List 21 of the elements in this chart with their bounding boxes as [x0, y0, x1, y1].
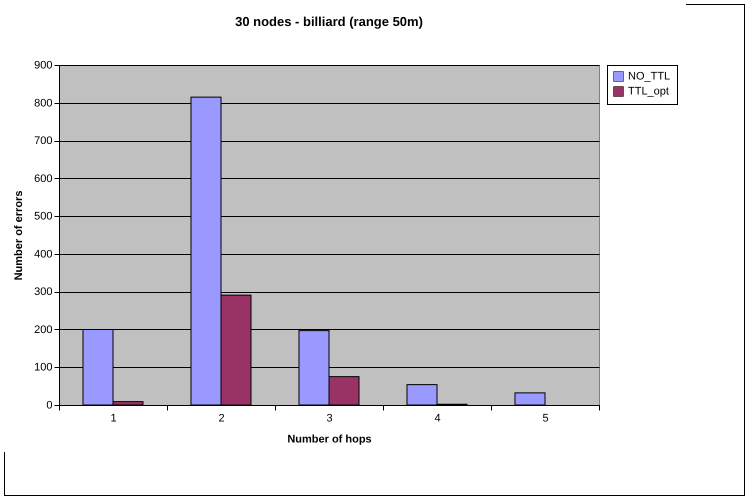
- y-tick-label: 700: [34, 135, 52, 148]
- y-axis-title: Number of errors: [13, 190, 26, 280]
- y-tick-label: 200: [34, 324, 52, 336]
- x-tick-label: 4: [434, 412, 441, 424]
- y-tick-label: 800: [34, 97, 52, 110]
- y-tick-label: 500: [34, 210, 52, 223]
- legend-label: TTL_opt: [628, 86, 669, 98]
- y-tick-label: 600: [34, 172, 52, 185]
- x-tick-label: 1: [110, 412, 117, 424]
- y-tick-label: 400: [34, 248, 52, 260]
- bar: [514, 392, 546, 406]
- y-tick-label: 900: [34, 60, 52, 72]
- y-tick-label: 300: [34, 286, 52, 298]
- x-tick-label: 2: [218, 412, 225, 424]
- chart-title: 30 nodes - billiard (range 50m): [235, 14, 423, 29]
- y-tick-label: 100: [34, 362, 52, 374]
- x-axis-title: Number of hops: [287, 434, 372, 446]
- y-tick-label: 0: [46, 400, 52, 412]
- x-tick-label: 3: [326, 412, 333, 424]
- x-tick-label: 5: [542, 412, 549, 424]
- legend-label: NO_TTL: [628, 70, 670, 82]
